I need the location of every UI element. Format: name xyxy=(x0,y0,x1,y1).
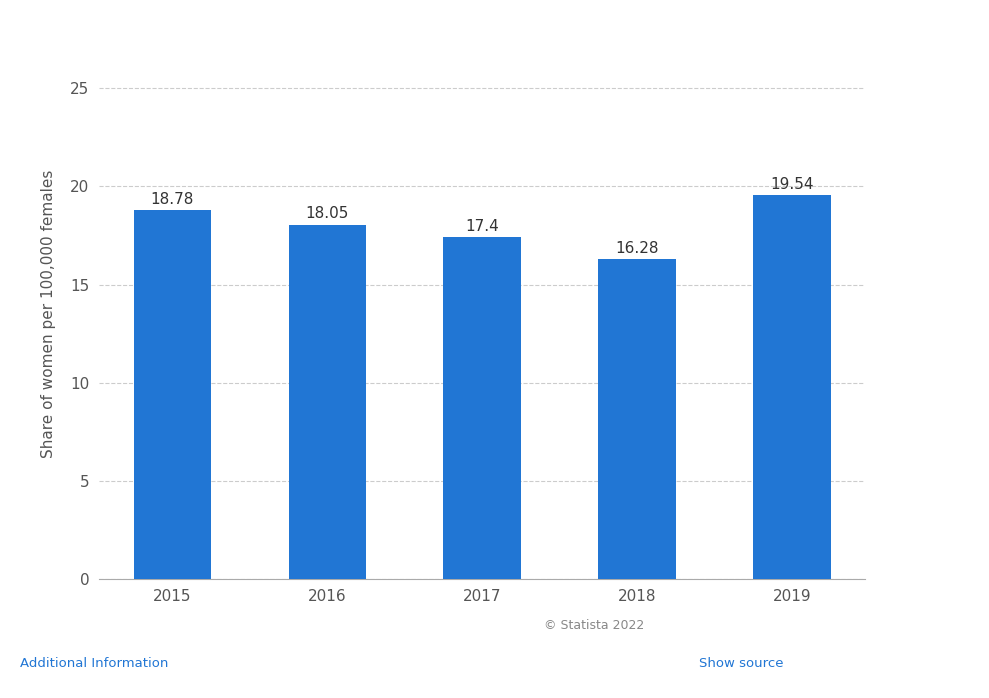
Bar xyxy=(443,237,521,579)
Bar xyxy=(753,195,831,579)
Bar xyxy=(289,225,366,579)
Text: © Statista 2022: © Statista 2022 xyxy=(544,618,645,632)
Text: 18.05: 18.05 xyxy=(306,206,349,221)
Y-axis label: Share of women per 100,000 females: Share of women per 100,000 females xyxy=(41,170,56,459)
Bar xyxy=(598,260,675,579)
Bar xyxy=(134,210,212,579)
Text: Additional Information: Additional Information xyxy=(20,657,168,670)
Text: 19.54: 19.54 xyxy=(770,177,814,192)
Text: 16.28: 16.28 xyxy=(615,241,659,256)
Text: Show source: Show source xyxy=(698,657,783,670)
Text: 18.78: 18.78 xyxy=(150,192,194,207)
Text: 17.4: 17.4 xyxy=(465,219,499,234)
